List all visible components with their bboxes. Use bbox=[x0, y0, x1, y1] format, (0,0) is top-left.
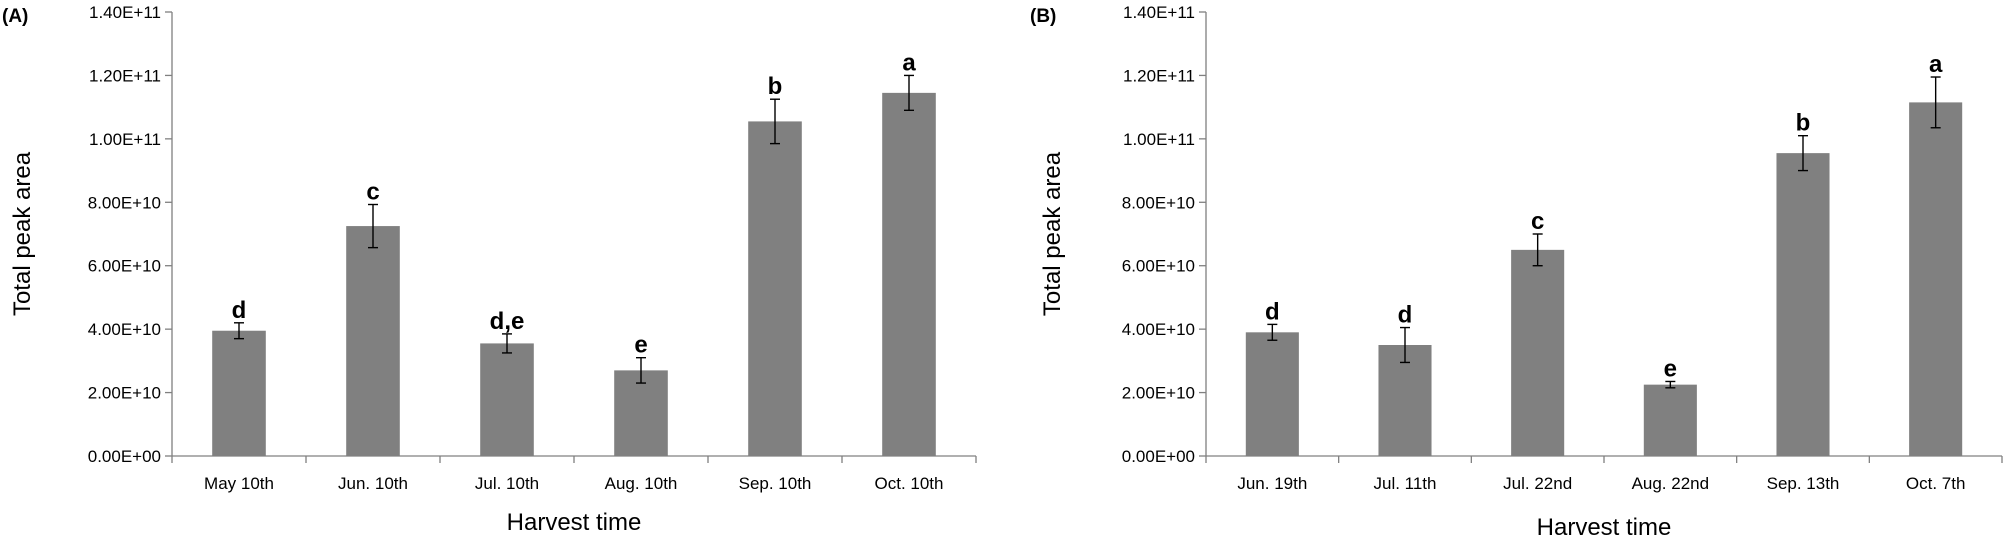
panel-b-x-tick-label: Oct. 7th bbox=[1906, 474, 1966, 493]
panel-b-y-tick-label: 1.20E+11 bbox=[1123, 66, 1195, 85]
panel-b-significance-label: b bbox=[1796, 110, 1811, 137]
panel-a-x-tick-label: Sep. 10th bbox=[739, 474, 812, 493]
panel-a-bar bbox=[748, 121, 802, 457]
panel-b-label: (B) bbox=[1030, 6, 1056, 27]
panel-b-significance-label: a bbox=[1929, 51, 1943, 78]
panel-a-significance-label: e bbox=[634, 332, 647, 359]
panel-b-bar bbox=[1378, 345, 1432, 456]
panel-b-y-tick-label: 8.00E+10 bbox=[1122, 193, 1195, 212]
panel-a-bar bbox=[882, 92, 936, 456]
panel-a-x-tick-label: Jul. 10th bbox=[475, 474, 539, 493]
panel-b-y-tick-label: 0.00E+00 bbox=[1122, 447, 1195, 466]
panel-b-bar bbox=[1511, 249, 1565, 456]
panel-b-y-tick-label: 2.00E+10 bbox=[1122, 384, 1195, 403]
panel-a-bar bbox=[212, 330, 266, 456]
panel-a-y-tick-label: 2.00E+10 bbox=[88, 384, 161, 403]
panel-b-y-tick-label: 1.40E+11 bbox=[1123, 3, 1195, 22]
panel-a-bar bbox=[614, 370, 668, 456]
panel-a-significance-label: b bbox=[768, 73, 783, 100]
panel-a-y-tick-label: 4.00E+10 bbox=[88, 320, 161, 339]
panel-b-y-tick-label: 4.00E+10 bbox=[1122, 320, 1195, 339]
panel-b-x-axis-title: Harvest time bbox=[1537, 514, 1672, 539]
panel-a-x-tick-label: Jun. 10th bbox=[338, 474, 408, 493]
panel-b-x-tick-label: Sep. 13th bbox=[1767, 474, 1840, 493]
panel-a-x-tick-label: Aug. 10th bbox=[605, 474, 678, 493]
panel-b-bar bbox=[1245, 332, 1299, 456]
panel-a-significance-label: d bbox=[232, 297, 247, 324]
panel-a-y-tick-label: 1.20E+11 bbox=[89, 66, 161, 85]
panel-b-significance-label: d bbox=[1398, 302, 1413, 329]
panel-a-y-tick-label: 0.00E+00 bbox=[88, 447, 161, 466]
panel-b-x-tick-label: Jul. 11th bbox=[1373, 474, 1436, 493]
panel-a: (A) 0.00E+00 2.00E+10 4.00E+10 6.00E+10 8.00E… bbox=[2, 3, 977, 536]
panel-a-significance-label: d,e bbox=[490, 308, 525, 335]
panel-b-y-tick-label: 6.00E+10 bbox=[1122, 257, 1195, 276]
panel-b-bar bbox=[1643, 384, 1697, 456]
panel-b: (B) 0.00E+00 2.00E+10 4.00E+10 6.00E+10 8.00E… bbox=[1030, 3, 2003, 539]
panel-b-significance-label: e bbox=[1664, 355, 1677, 382]
panel-a-label: (A) bbox=[2, 6, 28, 27]
panel-a-x-tick-label: Oct. 10th bbox=[875, 474, 944, 493]
panel-b-x-tick-label: Jun. 19th bbox=[1237, 474, 1307, 493]
panel-a-y-tick-label: 8.00E+10 bbox=[88, 193, 161, 212]
panel-b-bar bbox=[1909, 102, 1963, 456]
panel-a-bar bbox=[480, 343, 534, 456]
panel-b-y-axis-title: Total peak area bbox=[1039, 151, 1066, 316]
panel-b-x-tick-label: Jul. 22nd bbox=[1503, 474, 1572, 493]
panel-a-y-tick-label: 1.00E+11 bbox=[89, 130, 161, 149]
panel-a-y-tick-label: 1.40E+11 bbox=[89, 3, 161, 22]
panel-a-x-axis-title: Harvest time bbox=[507, 509, 642, 536]
panel-a-significance-label: a bbox=[902, 49, 916, 76]
panel-a-bar bbox=[346, 226, 400, 456]
panel-b-significance-label: c bbox=[1531, 208, 1544, 235]
panel-a-y-axis-title: Total peak area bbox=[9, 151, 36, 316]
panel-b-bar bbox=[1776, 153, 1830, 456]
panel-b-significance-label: d bbox=[1265, 298, 1280, 325]
panel-b-x-tick-label: Aug. 22nd bbox=[1632, 474, 1710, 493]
panel-a-x-tick-label: May 10th bbox=[204, 474, 274, 493]
panel-a-y-tick-label: 6.00E+10 bbox=[88, 257, 161, 276]
panel-b-y-tick-label: 1.00E+11 bbox=[1123, 130, 1195, 149]
panel-a-significance-label: c bbox=[366, 179, 379, 206]
